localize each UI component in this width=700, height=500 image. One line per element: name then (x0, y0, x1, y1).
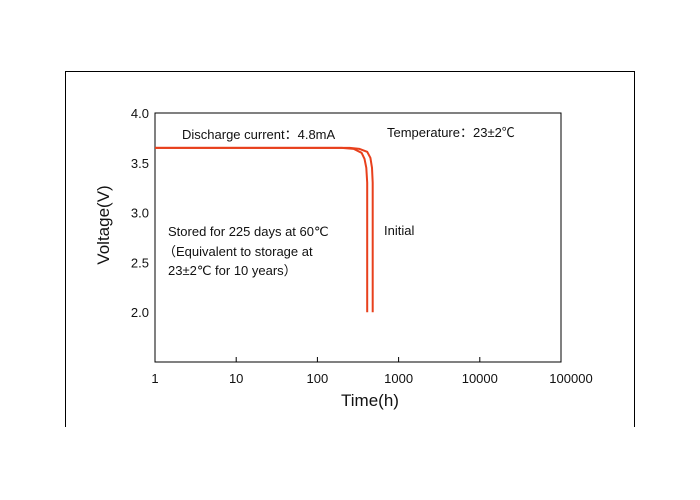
x-axis-label: Time(h) (341, 391, 399, 410)
stored-note-line1: Stored for 225 days at 60℃ (168, 224, 329, 239)
y-tick-label: 3.0 (131, 206, 149, 221)
x-tick-label: 1 (151, 371, 158, 386)
x-axis-ticks: 1 10 100 1000 10000 100000 (151, 357, 593, 386)
y-axis-ticks: 4.0 3.5 3.0 2.5 2.0 (131, 106, 149, 320)
series-group (155, 146, 374, 313)
plot-area (154, 112, 562, 363)
y-axis-label: Voltage(V) (94, 185, 113, 264)
stored-note-line2: （Equivalent to storage at (163, 244, 313, 259)
x-tick-label: 10 (229, 371, 243, 386)
stored-note-line3: 23±2℃ for 10 years） (168, 263, 297, 278)
x-tick-label: 100000 (549, 371, 592, 386)
series-line-stored (155, 146, 369, 313)
x-tick-label: 100 (307, 371, 329, 386)
initial-label: Initial (384, 223, 414, 238)
figure-frame (65, 71, 635, 427)
y-tick-label: 2.0 (131, 305, 149, 320)
y-tick-label: 4.0 (131, 106, 149, 121)
y-tick-label: 3.5 (131, 156, 149, 171)
temperature-annotation: Temperature：23±2℃ (387, 125, 515, 140)
discharge-annotation: Discharge current：4.8mA (182, 127, 335, 142)
x-tick-label: 1000 (384, 371, 413, 386)
x-tick-label: 10000 (462, 371, 498, 386)
y-tick-label: 2.5 (131, 255, 149, 270)
